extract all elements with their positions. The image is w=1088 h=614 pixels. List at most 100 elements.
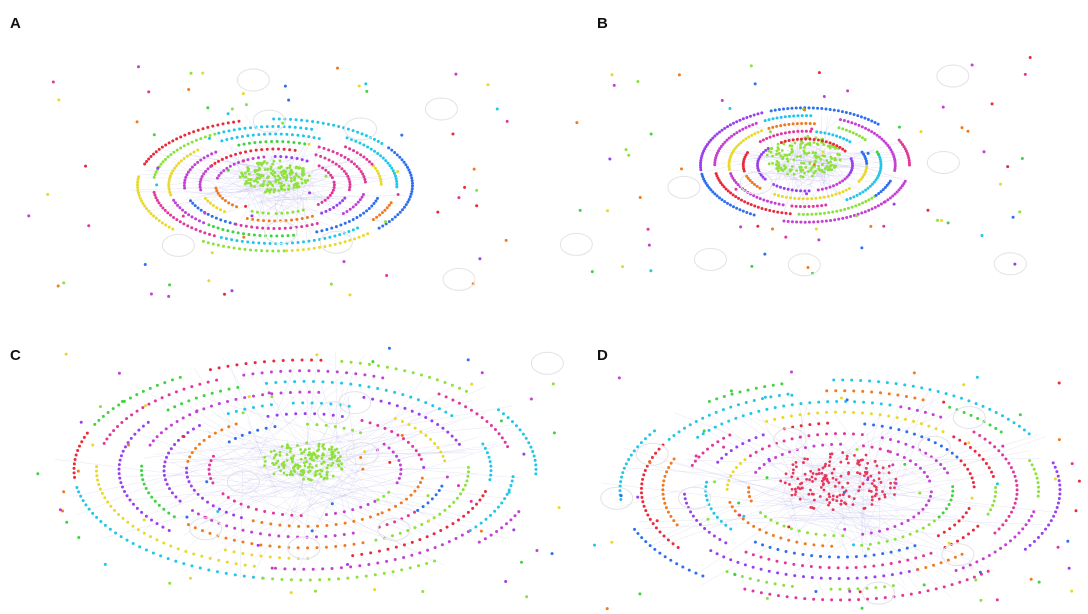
node: [912, 420, 915, 423]
node: [955, 455, 958, 458]
node: [402, 437, 405, 440]
node: [643, 505, 646, 508]
node: [935, 427, 938, 430]
node: [293, 380, 296, 383]
node: [313, 412, 316, 415]
node: [254, 361, 257, 364]
node: [295, 218, 298, 221]
node: [431, 404, 434, 407]
node: [677, 546, 680, 549]
node: [1058, 382, 1061, 385]
node: [506, 445, 509, 448]
node: [791, 494, 794, 497]
node: [201, 529, 204, 532]
node: [877, 380, 880, 383]
node: [893, 493, 896, 496]
node: [249, 248, 252, 251]
node: [161, 146, 164, 149]
node: [940, 561, 943, 564]
node: [213, 133, 216, 136]
node: [976, 376, 979, 379]
node: [174, 560, 177, 563]
node: [838, 577, 841, 580]
node: [898, 549, 901, 552]
node: [467, 511, 470, 514]
node: [833, 218, 836, 221]
node: [853, 454, 856, 457]
node: [334, 512, 337, 515]
node: [224, 537, 227, 540]
node: [127, 443, 130, 446]
node: [996, 598, 999, 601]
node: [393, 172, 396, 175]
node: [367, 385, 370, 388]
node: [668, 438, 671, 441]
node: [218, 508, 221, 511]
node: [772, 384, 775, 387]
edge: [650, 504, 798, 509]
node: [815, 473, 818, 476]
node: [774, 109, 777, 112]
node: [882, 188, 885, 191]
node: [353, 237, 356, 240]
node: [993, 499, 996, 502]
node: [812, 205, 815, 208]
node: [195, 397, 198, 400]
node: [575, 121, 578, 124]
node: [169, 175, 172, 178]
node: [289, 226, 292, 229]
edge: [288, 472, 354, 524]
edge: [203, 495, 290, 498]
node: [361, 518, 364, 521]
node: [874, 121, 877, 124]
node: [908, 164, 911, 167]
node: [308, 369, 311, 372]
node: [799, 189, 802, 192]
node: [223, 293, 226, 296]
node: [706, 448, 709, 451]
node: [309, 463, 312, 466]
node: [65, 353, 68, 356]
node: [286, 167, 289, 170]
node: [771, 155, 774, 158]
node: [273, 473, 276, 476]
node: [776, 560, 779, 563]
node: [929, 495, 932, 498]
node: [220, 139, 223, 142]
node: [385, 389, 388, 392]
node: [273, 188, 276, 191]
node: [295, 186, 298, 189]
node: [747, 486, 750, 489]
node: [102, 415, 105, 418]
node: [857, 598, 860, 601]
node: [328, 208, 331, 211]
node: [922, 398, 925, 401]
node: [817, 165, 820, 168]
node: [257, 156, 260, 159]
node: [484, 518, 487, 521]
node: [307, 471, 310, 474]
node: [270, 395, 273, 398]
node: [500, 526, 503, 529]
node: [832, 498, 835, 501]
node: [399, 211, 402, 214]
node: [228, 129, 231, 132]
node: [644, 437, 647, 440]
node: [184, 550, 187, 553]
node: [865, 162, 868, 165]
node: [156, 522, 159, 525]
node: [787, 220, 790, 223]
node: [299, 578, 302, 581]
node: [855, 133, 858, 136]
node: [233, 499, 236, 502]
node: [326, 472, 329, 475]
node: [783, 123, 786, 126]
node: [988, 466, 991, 469]
node: [837, 556, 840, 559]
node: [382, 495, 385, 498]
node: [278, 227, 281, 230]
node: [811, 175, 814, 178]
node: [893, 169, 896, 172]
edge: [252, 389, 338, 449]
node: [193, 489, 196, 492]
